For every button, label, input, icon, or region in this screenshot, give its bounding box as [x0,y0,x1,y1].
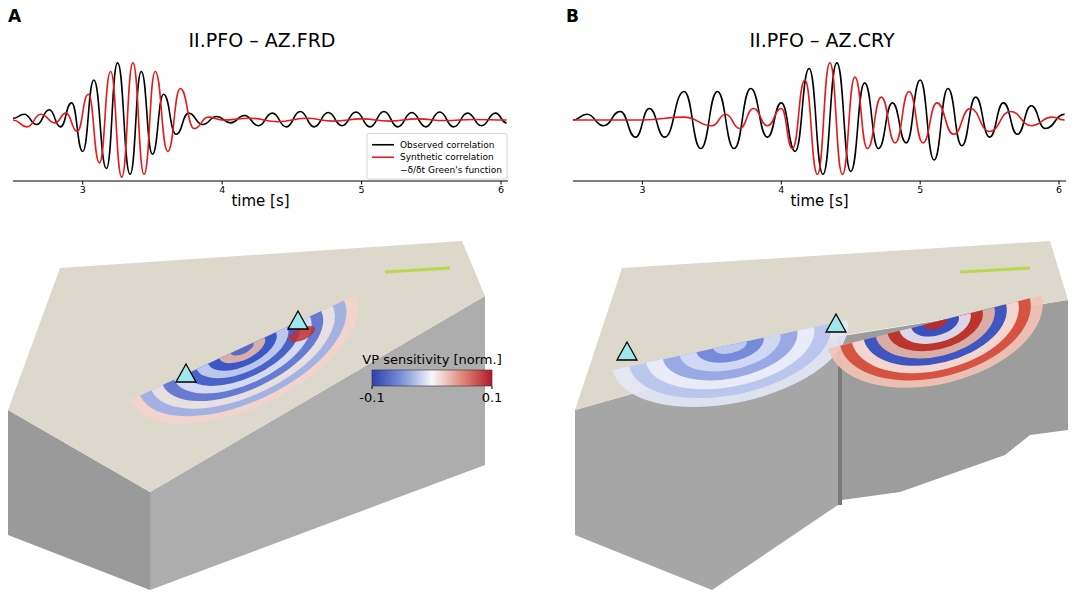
legend: Observed correlation Synthetic correlatio… [367,134,507,180]
kernel-band [197,327,298,391]
x-axis-title: time [s] [790,192,848,210]
kernel-band [663,331,804,392]
x-tick-label: 5 [359,184,365,195]
figure: VP sensitivity [norm.] -0.1 0.1 A II.PFO – A… [0,0,1073,593]
kernel-band [876,307,1003,370]
block-a [8,241,485,590]
kernel-band [911,316,962,341]
source-strip [960,268,1030,272]
station [826,314,846,332]
legend-label: Synthetic correlation [400,152,494,162]
colorbar-tick-label: 0.1 [482,390,503,405]
x-axis [13,181,508,182]
kernel-band [140,300,367,444]
chart: B II.PFO – AZ.CRY 3 4 5 6 time [s] [566,6,1066,210]
legend-frame [367,134,507,180]
colorbar-tick-label: -0.1 [359,390,384,405]
kernel-band [899,313,975,351]
kernel-band [713,341,748,356]
x-axis [573,181,1066,182]
kernel-band [840,298,1043,399]
kernel-band [852,301,1030,389]
kernel-band [231,343,256,359]
panel-letter: A [8,6,22,26]
kernel-band [129,295,381,455]
panel-letter: B [566,6,579,26]
source-strip [385,268,450,272]
kernel-band [680,334,786,380]
waveform [573,63,1065,174]
legend-swatch [372,144,394,146]
legend-swatch [372,169,394,171]
legend-label: Observed correlation [400,140,494,150]
kernel-band [613,320,860,427]
kernel-band [646,327,822,403]
colorbar-tick [492,386,493,389]
x-tick-label: 6 [498,184,504,195]
colorbar-tick [372,386,373,389]
kernel-band [174,316,325,412]
colorbar-label: VP sensitivity [norm.] [362,352,501,367]
legend-swatch [372,156,394,158]
x-tick-label: 3 [639,184,645,195]
colorbar-bar [372,370,492,386]
kernel-band [864,304,1016,380]
legend-label: −δ/δt Green's function [400,165,502,175]
waveform [573,63,1065,174]
kernel-band [219,337,269,369]
title: II.PFO – AZ.FRD [189,29,336,51]
station [288,311,308,329]
x-tick-label: 5 [917,184,923,195]
kernel-band [696,338,767,368]
title: II.PFO – AZ.CRY [749,29,894,51]
chart: A II.PFO – AZ.FRD 3 4 5 6 time [s] Observed cor… [8,6,508,210]
block-b [575,241,1068,590]
waveform [13,63,507,177]
colorbar: VP sensitivity [norm.] -0.1 0.1 [359,352,502,405]
kernel-band [629,324,841,415]
plot-lines [573,63,1065,174]
x-axis-title: time [s] [231,192,289,210]
kernel-band [888,310,990,360]
kernel-band [151,306,353,434]
kernel-band [923,319,948,332]
station [176,364,196,382]
kernel-band [828,295,1056,408]
station [617,342,637,360]
x-tick-label: 4 [219,184,225,195]
kernel-band [208,332,284,380]
x-tick-label: 3 [80,184,86,195]
x-tick-label: 6 [1056,184,1062,195]
x-tick-label: 4 [778,184,784,195]
plot-lines [13,63,507,177]
kernel-band [163,311,339,423]
